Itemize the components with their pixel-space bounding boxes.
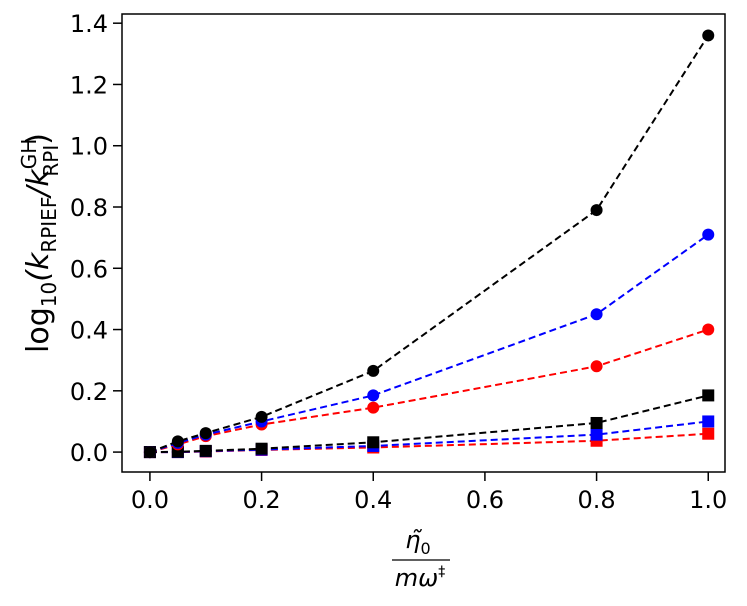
series-blue-circles	[143, 228, 715, 459]
data-point	[367, 436, 380, 449]
series-layer	[143, 29, 715, 459]
data-point	[590, 204, 603, 217]
x-axis-label: η̃0 mω‡	[392, 526, 450, 592]
x-tick-label: 0.4	[354, 486, 392, 514]
y-tick-label: 0.0	[70, 439, 108, 467]
data-point	[143, 446, 156, 459]
series-line	[149, 34, 710, 454]
svg-text:mω‡: mω‡	[395, 564, 445, 592]
data-point	[367, 389, 380, 402]
data-point	[590, 360, 603, 373]
y-tick-label: 0.6	[70, 255, 108, 283]
data-point	[702, 427, 715, 440]
series-black-circles	[143, 29, 715, 459]
data-point	[367, 364, 380, 377]
data-point	[199, 427, 212, 440]
y-tick-label: 1.2	[70, 71, 108, 99]
svg-text:η̃0: η̃0	[405, 526, 430, 558]
y-tick-label: 0.2	[70, 378, 108, 406]
axes-frame	[121, 13, 726, 473]
y-axis-label: log10(kRPIEF/kGHRPI)	[17, 133, 63, 353]
data-point	[590, 416, 603, 429]
x-ticks: 0.0 0.2 0.4 0.6 0.8 1.0	[131, 472, 727, 514]
x-tick-label: 0.0	[131, 486, 169, 514]
data-point	[171, 435, 184, 448]
data-point	[590, 308, 603, 321]
data-point	[199, 444, 212, 457]
y-tick-label: 0.4	[70, 317, 108, 345]
svg-text:log10(kRPIEF/kGHRPI): log10(kRPIEF/kGHRPI)	[17, 133, 63, 353]
series-black-squares	[143, 389, 715, 459]
data-point	[255, 410, 268, 423]
x-tick-label: 0.6	[466, 486, 504, 514]
x-tick-label: 0.8	[577, 486, 615, 514]
y-tick-label: 1.0	[70, 133, 108, 161]
x-tick-label: 0.2	[242, 486, 280, 514]
y-tick-label: 0.8	[70, 194, 108, 222]
series-line	[149, 233, 709, 454]
y-tick-label: 1.4	[70, 10, 108, 38]
data-point	[255, 442, 268, 455]
data-point	[590, 428, 603, 441]
data-point	[367, 401, 380, 414]
y-ticks: 0.0 0.2 0.4 0.6 0.8 1.0 1.2 1.4	[70, 10, 122, 467]
data-point	[702, 29, 715, 42]
series-line	[149, 328, 709, 454]
data-point	[702, 415, 715, 428]
data-point	[702, 228, 715, 241]
data-point	[702, 323, 715, 336]
x-tick-label: 1.0	[689, 486, 727, 514]
data-point	[702, 389, 715, 402]
